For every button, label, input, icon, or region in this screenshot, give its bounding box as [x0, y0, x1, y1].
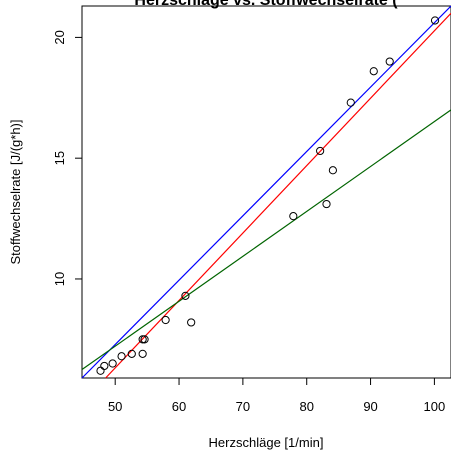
x-tick-label: 80: [299, 399, 313, 414]
y-tick-label: 20: [52, 30, 67, 44]
fit-line: [81, 109, 451, 371]
data-point: [328, 166, 337, 175]
data-point: [289, 212, 298, 221]
x-axis: 50 60 70 80 90 100: [108, 378, 445, 414]
data-point: [316, 146, 325, 156]
x-tick-label: 70: [236, 399, 250, 414]
data-point: [138, 349, 147, 358]
plot-frame: [81, 5, 451, 379]
fit-lines: [81, 5, 451, 379]
x-tick-label: 50: [108, 399, 122, 414]
x-axis-label: Herzschläge [1/min]: [209, 435, 324, 450]
y-axis-label: Stoffwechselrate [J/(g*h)]: [8, 120, 23, 265]
data-point: [140, 335, 149, 344]
data-point: [369, 67, 378, 76]
data-point: [187, 318, 196, 327]
fit-line: [105, 12, 451, 379]
data-point: [181, 291, 190, 300]
data-point: [385, 57, 394, 66]
data-point: [117, 352, 126, 361]
data-point: [108, 359, 117, 368]
data-point: [96, 366, 105, 375]
y-tick-label: 15: [52, 151, 67, 165]
fit-line: [81, 5, 451, 379]
data-points: [96, 16, 440, 375]
x-tick-label: 60: [172, 399, 186, 414]
y-axis: 10 15 20: [52, 30, 82, 286]
data-point: [127, 349, 136, 358]
data-point: [322, 199, 331, 209]
data-point: [430, 16, 440, 25]
x-tick-label: 90: [363, 399, 377, 414]
chart-title: Herzschläge vs. Stoffwechselrate (: [134, 0, 398, 9]
data-point: [346, 98, 355, 107]
y-tick-label: 10: [52, 272, 67, 286]
data-point: [100, 361, 109, 371]
data-point: [161, 315, 170, 325]
x-tick-label: 100: [424, 399, 446, 414]
